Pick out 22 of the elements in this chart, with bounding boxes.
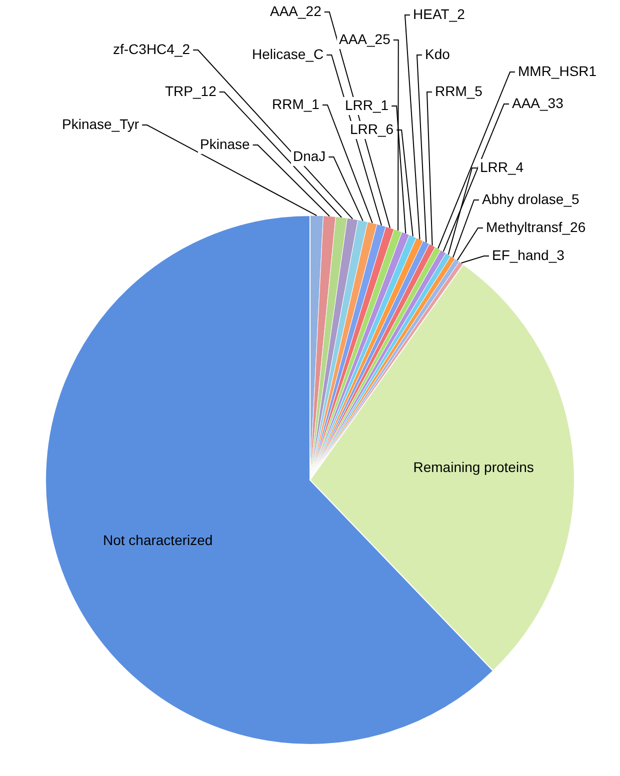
- slice-label: Not characterized: [102, 532, 213, 548]
- slice-label: LRR_1: [345, 96, 389, 113]
- slice-label: AAA_33: [512, 94, 564, 111]
- slice-label: Methyltransf_26: [486, 218, 586, 235]
- slice-label: Remaining proteins: [413, 458, 534, 475]
- slice-label: RRM_5: [435, 82, 483, 99]
- slice-label: Abhy drolase_5: [482, 190, 580, 207]
- slice-label: EF_hand_3: [492, 246, 565, 263]
- slice-label: RRM_1: [272, 96, 320, 112]
- slice-label: AAA_25: [339, 30, 391, 47]
- slice-label: Pkinase_Tyr: [62, 116, 140, 132]
- slice-label: DnaJ: [293, 148, 326, 164]
- slice-label: MMR_HSR1: [518, 62, 597, 79]
- slice-label: TRP_12: [165, 82, 217, 99]
- slice-label: LRR_6: [350, 120, 394, 137]
- slice-label: AAA_22: [270, 2, 322, 19]
- slice-label: zf-C3HC4_2: [113, 40, 190, 57]
- slice-label: Helicase_C: [252, 46, 324, 62]
- slice-label: Pkinase: [200, 136, 250, 152]
- slice-label: Kdo: [425, 46, 450, 62]
- slice-label: LRR_4: [480, 158, 524, 175]
- slice-label: HEAT_2: [413, 6, 466, 22]
